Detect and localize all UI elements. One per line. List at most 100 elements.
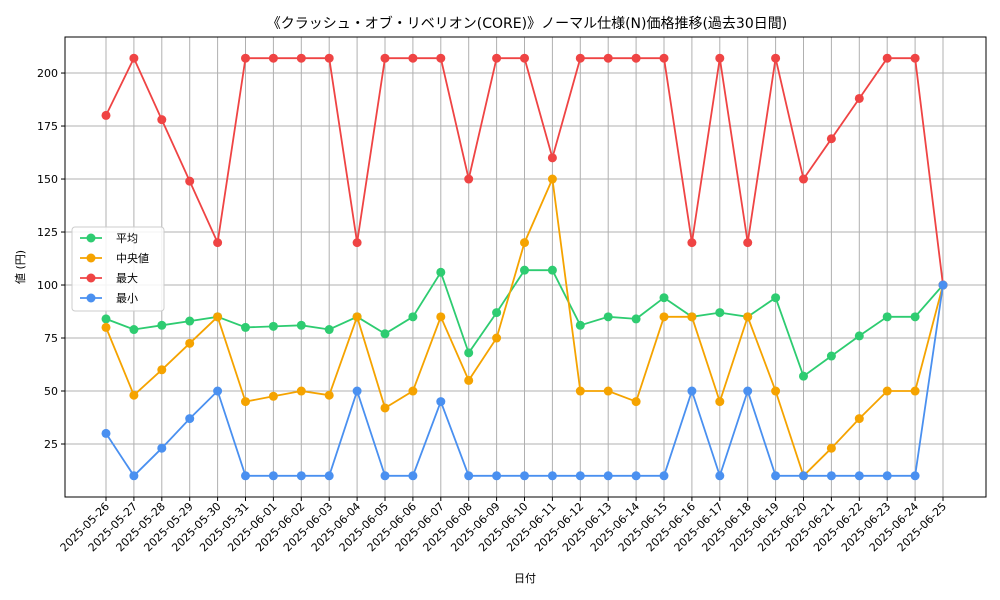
y-axis-label: 値 (円) [14, 250, 27, 284]
series-group [101, 53, 948, 481]
data-point [715, 471, 725, 481]
data-point [464, 471, 474, 481]
data-point [575, 386, 585, 396]
data-point [492, 333, 502, 343]
data-point [185, 414, 195, 424]
data-point [799, 174, 808, 184]
data-point [854, 93, 864, 103]
y-tick-label: 50 [44, 385, 58, 398]
data-point [910, 53, 920, 63]
data-point [743, 238, 753, 248]
data-point [520, 238, 529, 248]
data-point [380, 403, 390, 413]
y-tick-label: 75 [44, 332, 58, 345]
data-point [213, 386, 223, 396]
legend-label: 中央値 [116, 252, 149, 265]
data-point [157, 443, 167, 453]
x-axis: 2025-05-262025-05-272025-05-282025-05-29… [58, 497, 949, 554]
data-point [575, 471, 585, 481]
y-axis: 25 50 75 100 125 150 175 200 [37, 67, 65, 451]
data-point [603, 53, 613, 63]
data-point [826, 134, 836, 144]
y-tick-label: 150 [37, 173, 58, 186]
data-point [687, 386, 697, 396]
data-point [826, 471, 836, 481]
data-point [826, 351, 836, 361]
data-point [938, 280, 948, 290]
data-point [882, 53, 892, 63]
data-point [826, 443, 836, 453]
data-point [157, 320, 167, 330]
data-point [575, 320, 585, 330]
data-point [268, 321, 278, 331]
data-point [547, 265, 557, 275]
data-point [408, 471, 418, 481]
data-point [492, 53, 502, 63]
data-point [603, 312, 613, 322]
data-point [799, 471, 808, 481]
data-point [659, 293, 669, 303]
data-point [659, 471, 669, 481]
data-point [296, 471, 306, 481]
data-point [882, 312, 892, 322]
y-tick-label: 125 [37, 226, 58, 239]
data-point [631, 471, 641, 481]
y-tick-label: 25 [44, 438, 58, 451]
data-point [241, 322, 250, 332]
data-point [241, 471, 250, 481]
data-point [296, 320, 306, 330]
data-point [799, 371, 808, 381]
data-point [603, 471, 613, 481]
data-point [129, 390, 139, 400]
data-point [324, 390, 334, 400]
data-point [324, 53, 334, 63]
data-point [771, 53, 781, 63]
chart-title: 《クラッシュ・オブ・リベリオン(CORE)》ノーマル仕様(N)価格推移(過去30… [267, 15, 787, 32]
data-point [547, 174, 557, 184]
legend-marker [86, 253, 96, 263]
data-point [492, 308, 502, 318]
data-point [296, 386, 306, 396]
legend-marker [86, 233, 96, 243]
data-point [296, 53, 306, 63]
data-point [129, 471, 139, 481]
data-point [408, 386, 418, 396]
data-point [129, 53, 139, 63]
x-axis-label: 日付 [514, 572, 536, 585]
data-point [771, 293, 781, 303]
data-point [157, 365, 167, 375]
data-point [408, 312, 418, 322]
data-point [157, 115, 167, 125]
data-point [185, 176, 195, 186]
data-point [910, 312, 920, 322]
data-point [520, 471, 529, 481]
data-point [268, 53, 278, 63]
y-tick-label: 175 [37, 120, 58, 133]
data-point [352, 386, 362, 396]
data-point [408, 53, 418, 63]
data-point [743, 312, 753, 322]
data-point [185, 338, 195, 348]
data-point [631, 397, 641, 407]
data-point [854, 331, 864, 341]
data-point [436, 312, 446, 322]
data-point [631, 314, 641, 324]
data-point [854, 414, 864, 424]
data-point [575, 53, 585, 63]
data-point [743, 386, 753, 396]
data-point [352, 238, 362, 248]
data-point [910, 386, 920, 396]
data-point [687, 312, 697, 322]
series-最小 [101, 280, 948, 481]
data-point [771, 386, 781, 396]
data-point [464, 348, 474, 358]
data-point [687, 238, 697, 248]
data-point [241, 397, 250, 407]
data-point [101, 428, 111, 438]
data-point [603, 386, 613, 396]
data-point [771, 471, 781, 481]
data-point [380, 53, 390, 63]
data-point [213, 238, 223, 248]
data-point [268, 471, 278, 481]
